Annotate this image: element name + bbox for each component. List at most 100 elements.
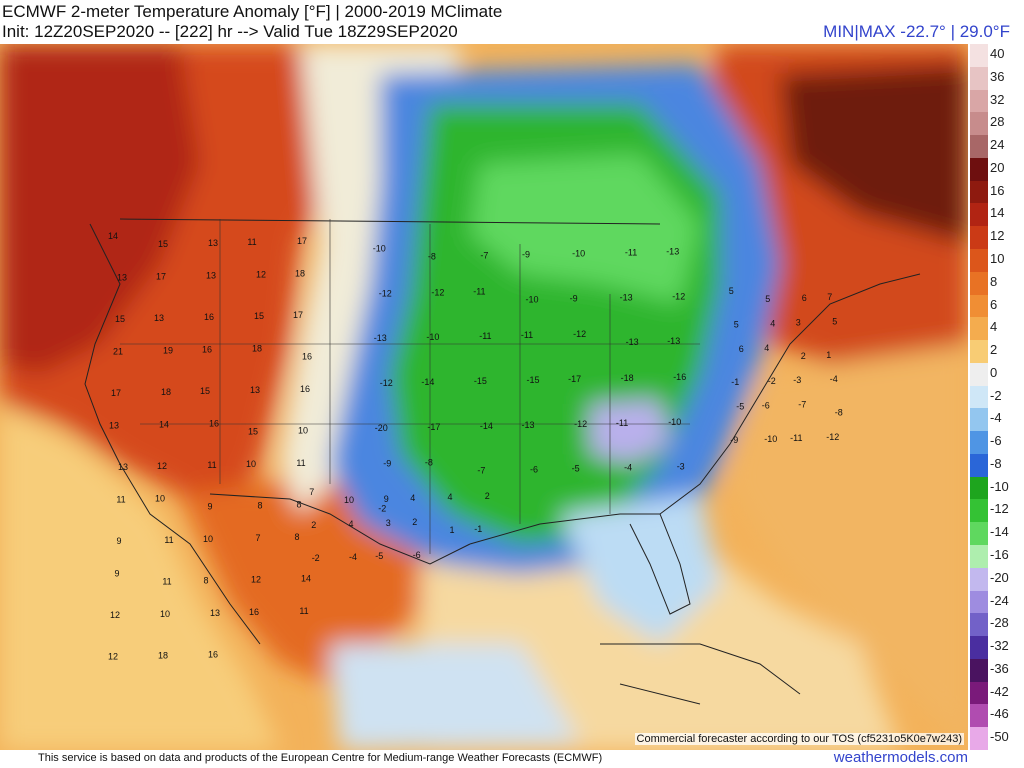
- anomaly-value-label: 16: [302, 351, 312, 361]
- colorbar-label: -4: [990, 410, 1002, 426]
- anomaly-value-label: 16: [209, 418, 219, 428]
- anomaly-value-label: 13: [154, 313, 164, 323]
- anomaly-value-label: 4: [410, 493, 415, 503]
- colorbar-step: -46: [970, 704, 1024, 728]
- anomaly-value-label: -5: [572, 464, 580, 474]
- colorbar-swatch: [970, 704, 988, 728]
- anomaly-value-label: -10: [572, 248, 585, 258]
- anomaly-value-label: 12: [108, 651, 118, 661]
- colorbar-swatch: [970, 545, 988, 568]
- east-anomaly-labels: 5 5 6 7 5 4 3 5 6 4 2 1 -1 -2 -3 -4 -5 -6 -7 -8 -9 -10 -11 -12: [729, 286, 843, 445]
- anomaly-value-label: -15: [474, 376, 487, 386]
- map-title: ECMWF 2-meter Temperature Anomaly [°F] |…: [2, 2, 503, 21]
- colorbar-label: 40: [990, 46, 1005, 61]
- colorbar-swatch: [970, 340, 988, 363]
- us-mexico-border: [209, 493, 471, 565]
- anomaly-value-label: 12: [157, 461, 167, 471]
- anomaly-value-label: 5: [734, 320, 739, 330]
- anomaly-value-label: -11: [479, 331, 491, 341]
- colorbar-swatch: [970, 89, 988, 113]
- anomaly-value-label: 10: [160, 609, 170, 619]
- anomaly-value-label: -8: [425, 458, 433, 468]
- colorbar-swatch: [970, 476, 988, 500]
- colorbar-swatch: [970, 681, 988, 705]
- anomaly-value-label: 8: [203, 575, 208, 585]
- site-link[interactable]: weathermodels.com: [833, 749, 968, 766]
- anomaly-value-label: 11: [207, 460, 216, 470]
- colorbar-swatch: [970, 362, 988, 386]
- anomaly-value-label: 7: [255, 533, 260, 543]
- anomaly-value-label: 6: [802, 293, 807, 303]
- colorbar-label: 4: [990, 319, 998, 335]
- anomaly-value-label: 7: [309, 487, 314, 497]
- anomaly-value-label: -16: [673, 372, 686, 382]
- anomaly-value-label: -8: [428, 251, 436, 261]
- colorbar-swatch: [970, 317, 988, 341]
- anomaly-value-label: 9: [207, 501, 212, 511]
- anomaly-value-label: 15: [254, 311, 264, 321]
- anomaly-value-label: 14: [159, 419, 169, 429]
- anomaly-value-label: 12: [251, 574, 261, 584]
- colorbar-label: 6: [990, 296, 998, 312]
- anomaly-value-label: -18: [621, 373, 634, 383]
- anomaly-value-label: -7: [477, 466, 485, 476]
- colorbar-legend: 40 36 32 28 24 20 16 14 12 10 8 6 4 2 0 -2 -4 -6 -8 -10 -12-…: [970, 44, 1024, 750]
- anomaly-value-label: -12: [672, 291, 685, 301]
- anomaly-value-label: 16: [204, 312, 214, 322]
- anomaly-value-label: -11: [616, 418, 628, 428]
- anomaly-value-label: 10: [344, 495, 354, 505]
- anomaly-value-label: -13: [521, 420, 534, 430]
- colorbar-swatch: [970, 727, 988, 750]
- colorbar-label: 16: [990, 182, 1005, 198]
- anomaly-value-label: -11: [625, 247, 637, 257]
- colorbar-step: -12: [970, 499, 1024, 523]
- state-borders: [120, 219, 700, 554]
- west-anomaly-labels: 14 15 13 11 17 13 17 13 12 18 15 13 16 15 17 21 19 16 18 16…: [108, 231, 312, 661]
- anomaly-value-label: -12: [380, 378, 393, 388]
- anomaly-value-label: -7: [480, 250, 488, 260]
- colorbar-label: -12: [990, 501, 1009, 517]
- anomaly-value-label: -7: [798, 400, 806, 410]
- colorbar-swatch: [970, 248, 988, 272]
- colorbar-label: 24: [990, 137, 1005, 153]
- colorbar-swatch: [970, 522, 988, 546]
- hudson-bay-cold-region: [470, 154, 700, 304]
- caribbean-islands: [600, 643, 801, 705]
- colorbar-label: -28: [990, 615, 1009, 631]
- colorbar-label: -24: [990, 592, 1009, 608]
- anomaly-value-label: -13: [666, 246, 679, 256]
- colorbar-step: -8: [970, 453, 1024, 477]
- colorbar-step: -32: [970, 636, 1024, 659]
- anomaly-value-label: -13: [626, 337, 639, 347]
- anomaly-value-label: 1: [826, 350, 831, 360]
- anomaly-value-label: 2: [485, 491, 490, 501]
- anomaly-value-label: 17: [293, 310, 303, 320]
- tos-notice: Commercial forecaster according to our T…: [634, 733, 964, 745]
- anomaly-value-label: 16: [202, 344, 212, 354]
- colorbar-step: 0: [970, 362, 1024, 386]
- anomaly-value-label: -5: [736, 402, 744, 412]
- atlantic-ocean-region: [730, 344, 968, 750]
- anomaly-value-label: -9: [730, 435, 738, 445]
- colorbar-swatch: [970, 636, 988, 659]
- anomaly-value-label: 15: [158, 239, 168, 249]
- south-anomaly-labels: 7 10 9 4 4 2 2 4 3 2 1 -1 -2 -4 -5 -6: [309, 487, 490, 563]
- anomaly-value-label: -15: [526, 375, 539, 385]
- anomaly-value-label: -12: [379, 288, 392, 298]
- colorbar-label: -32: [990, 638, 1009, 654]
- colorbar-step: -36: [970, 658, 1024, 682]
- anomaly-value-label: -10: [525, 294, 538, 304]
- anomaly-value-label: -6: [413, 550, 421, 560]
- anomaly-value-label: 11: [162, 576, 171, 586]
- anomaly-value-label: -4: [624, 463, 632, 473]
- anomaly-value-label: 10: [298, 425, 308, 435]
- colorbar-swatch: [970, 453, 988, 477]
- colorbar-label: 20: [990, 159, 1005, 175]
- anomaly-value-label: 12: [110, 610, 120, 620]
- colorbar-swatch: [970, 226, 988, 249]
- anomaly-value-label: 13: [117, 272, 127, 282]
- anomaly-value-label: 9: [116, 536, 121, 546]
- anomaly-value-label: 4: [770, 319, 775, 329]
- anomaly-value-label: -10: [668, 417, 681, 427]
- colorbar-label: -8: [990, 455, 1002, 471]
